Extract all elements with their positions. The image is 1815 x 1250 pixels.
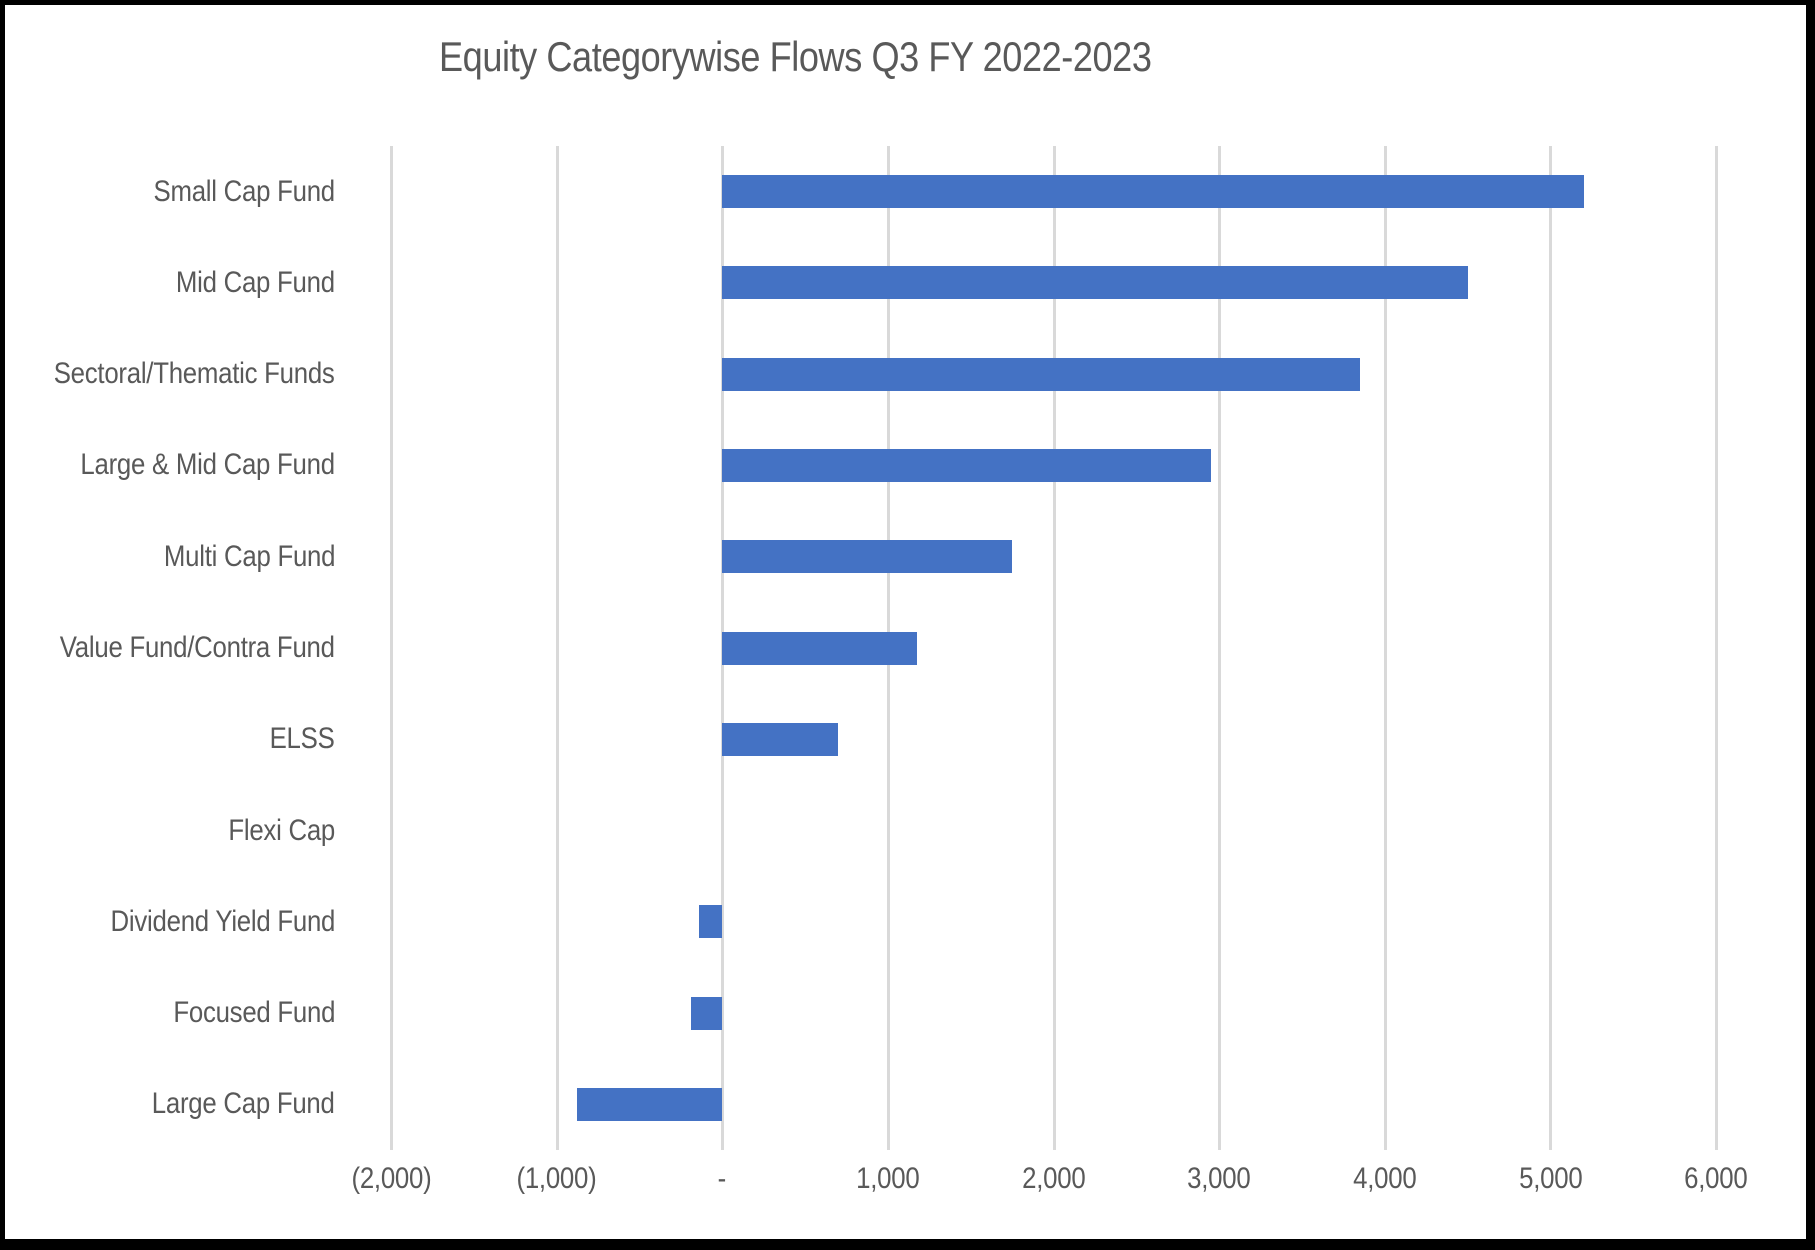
x-tick-label-6,000: 6,000 <box>1631 1162 1801 1196</box>
bar-elss <box>722 722 839 756</box>
category-label-text: Small Cap Fund <box>153 174 336 208</box>
category-label-sectoral-thematic-funds: Sectoral/Thematic Funds <box>30 329 335 420</box>
gridline-x-5,000 <box>1549 146 1553 1150</box>
chart-canvas: Equity Categorywise Flows Q3 FY 2022-202… <box>5 5 1806 1239</box>
chart-title: Equity Categorywise Flows Q3 FY 2022-202… <box>5 33 1585 81</box>
bar-value-fund-contra-fund <box>722 631 917 665</box>
x-tick-label-2,000: 2,000 <box>969 1162 1139 1196</box>
x-tick-label-4,000: 4,000 <box>1300 1162 1470 1196</box>
bar-mid-cap-fund <box>722 266 1468 300</box>
category-label-value-fund-contra-fund: Value Fund/Contra Fund <box>30 602 335 693</box>
category-label-flexi-cap: Flexi Cap <box>30 785 335 876</box>
x-tick-label-text: (2,000) <box>351 1162 431 1195</box>
x-tick-label-text: 3,000 <box>1187 1162 1251 1195</box>
gridline-x-2,000 <box>1052 146 1056 1150</box>
category-label-text: Flexi Cap <box>228 813 335 847</box>
bar-multi-cap-fund <box>722 540 1013 574</box>
x-tick-label-text: 2,000 <box>1021 1162 1086 1195</box>
category-label-small-cap-fund: Small Cap Fund <box>30 146 336 237</box>
category-label-text: Value Fund/Contra Fund <box>60 630 335 664</box>
x-tick-label-text: 5,000 <box>1518 1162 1583 1195</box>
x-tick-label-text: 4,000 <box>1353 1162 1417 1195</box>
bar-small-cap-fund <box>722 175 1584 209</box>
x-tick-label-(2,000): (2,000) <box>306 1162 476 1196</box>
bar-dividend-yield-fund <box>699 905 723 939</box>
category-label-text: Mid Cap Fund <box>176 265 335 299</box>
x-tick-label-text: (1,000) <box>516 1162 597 1195</box>
x-tick-label-text: 6,000 <box>1684 1162 1748 1195</box>
bar-large-mid-cap-fund <box>722 448 1211 482</box>
category-label-text: Dividend Yield Fund <box>110 904 335 938</box>
x-tick-label-1,000: 1,000 <box>803 1162 973 1196</box>
x-tick-label-text: 1,000 <box>856 1162 920 1195</box>
plot-area <box>390 146 1718 1150</box>
category-label-text: Multi Cap Fund <box>163 539 336 573</box>
chart-title-text: Equity Categorywise Flows Q3 FY 2022-202… <box>438 33 1152 80</box>
gridline-x-(2,000) <box>390 146 393 1150</box>
category-label-text: Focused Fund <box>173 996 335 1030</box>
x-tick-label-text: - <box>718 1162 727 1195</box>
bar-sectoral-thematic-funds <box>722 357 1360 391</box>
category-label-text: ELSS <box>270 722 335 756</box>
category-label-mid-cap-fund: Mid Cap Fund <box>30 237 335 328</box>
x-tick-label-5,000: 5,000 <box>1465 1162 1635 1196</box>
gridline-x-6,000 <box>1715 146 1718 1150</box>
category-label-dividend-yield-fund: Dividend Yield Fund <box>30 876 335 967</box>
x-tick-label-(1,000): (1,000) <box>472 1162 642 1196</box>
category-label-text: Large Cap Fund <box>152 1087 335 1121</box>
category-label-text: Large & Mid Cap Fund <box>80 448 336 482</box>
gridline-x-4,000 <box>1383 146 1387 1150</box>
x-tick-label--: - <box>637 1162 807 1196</box>
category-label-large-mid-cap-fund: Large & Mid Cap Fund <box>30 420 336 511</box>
bar-focused-fund <box>690 996 723 1030</box>
category-label-focused-fund: Focused Fund <box>30 967 335 1058</box>
bar-large-cap-fund <box>576 1087 723 1121</box>
category-label-multi-cap-fund: Multi Cap Fund <box>30 511 336 602</box>
x-tick-label-3,000: 3,000 <box>1134 1162 1304 1196</box>
gridline-x-3,000 <box>1218 146 1222 1150</box>
gridline-x-(1,000) <box>555 146 559 1150</box>
category-label-text: Sectoral/Thematic Funds <box>54 357 335 391</box>
category-label-large-cap-fund: Large Cap Fund <box>30 1059 335 1150</box>
category-label-elss: ELSS <box>30 694 335 785</box>
